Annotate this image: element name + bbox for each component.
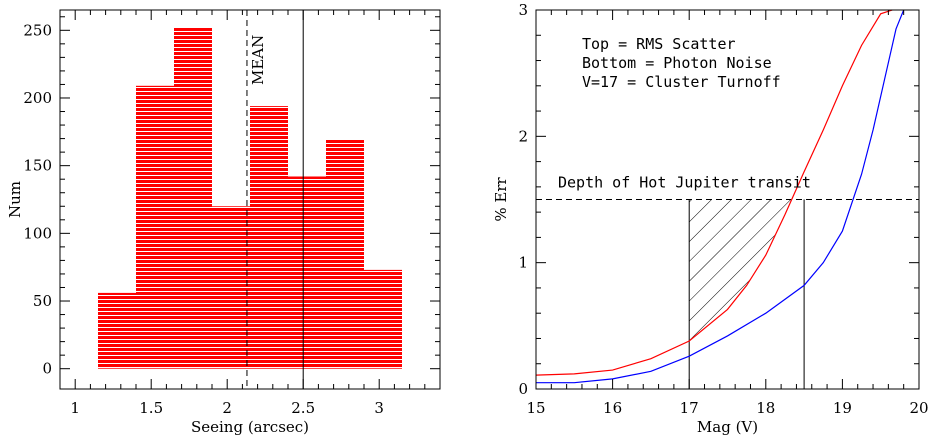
error-vs-mag-panel: 15 16 17 18 19 20 0 1 2 3 Top = RMS Scatter Botto… xyxy=(492,1,929,436)
rms-scatter-curve xyxy=(535,9,893,376)
histogram-bar-4 xyxy=(250,106,288,369)
histogram-bar-2 xyxy=(174,27,212,369)
seeing-histogram-panel: MEAN 1 1.5 2 2.5 3 0 50 100 150 200 250 Seeing (ar… xyxy=(6,9,441,436)
x-tick-label: 19 xyxy=(833,399,852,417)
x-tick-label: 1.5 xyxy=(139,399,163,417)
mean-label: MEAN xyxy=(249,35,267,85)
y-tick-label: 3 xyxy=(518,1,528,19)
histogram-bar-7 xyxy=(364,269,402,369)
y-tick-label: 50 xyxy=(33,292,52,310)
axis-ticks-right: 15 16 17 18 19 20 0 1 2 3 xyxy=(518,1,928,417)
y-tick-label: 0 xyxy=(42,360,52,378)
x-axis-label-mag: Mag (V) xyxy=(697,418,758,436)
y-tick-label: 0 xyxy=(518,380,528,398)
plot-frame-right xyxy=(535,9,920,390)
photon-noise-curve xyxy=(536,9,905,384)
x-tick-label: 15 xyxy=(526,399,545,417)
y-axis-label-err: % Err xyxy=(492,177,510,222)
annotation-top: Top = RMS Scatter xyxy=(582,35,736,53)
histogram-bar-3 xyxy=(212,206,250,369)
y-axis-label-num: Num xyxy=(6,181,24,218)
histogram-bar-0 xyxy=(98,292,136,369)
y-tick-label: 250 xyxy=(23,21,52,39)
x-axis-label-seeing: Seeing (arcsec) xyxy=(191,418,309,436)
histogram-bar-6 xyxy=(326,139,364,369)
x-tick-label: 3 xyxy=(374,399,384,417)
y-tick-label: 100 xyxy=(23,224,52,242)
x-tick-label: 1 xyxy=(70,399,80,417)
x-tick-label: 16 xyxy=(603,399,622,417)
histogram-bar-5 xyxy=(288,176,326,369)
x-tick-label: 18 xyxy=(756,399,775,417)
annotation-bottom: Bottom = Photon Noise xyxy=(582,54,772,72)
x-tick-label: 20 xyxy=(909,399,928,417)
axis-ticks-left: 1 1.5 2 2.5 3 0 50 100 150 200 250 xyxy=(23,10,440,417)
plot-frame-left xyxy=(59,9,441,390)
y-tick-label: 1 xyxy=(518,254,528,272)
annotation-turnoff: V=17 = Cluster Turnoff xyxy=(582,73,781,91)
hatched-transit-region xyxy=(689,199,805,341)
magnitude-vlines xyxy=(688,199,805,389)
y-tick-label: 2 xyxy=(518,127,528,145)
x-tick-label: 2 xyxy=(222,399,232,417)
histogram-bar-1 xyxy=(136,85,174,369)
y-tick-label: 150 xyxy=(23,157,52,175)
histogram-bars xyxy=(98,27,402,369)
error-curves xyxy=(535,9,905,384)
y-tick-label: 200 xyxy=(23,89,52,107)
x-tick-label: 2.5 xyxy=(291,399,315,417)
transit-depth-label: Depth of Hot Jupiter transit xyxy=(558,174,811,192)
x-tick-label: 17 xyxy=(680,399,699,417)
